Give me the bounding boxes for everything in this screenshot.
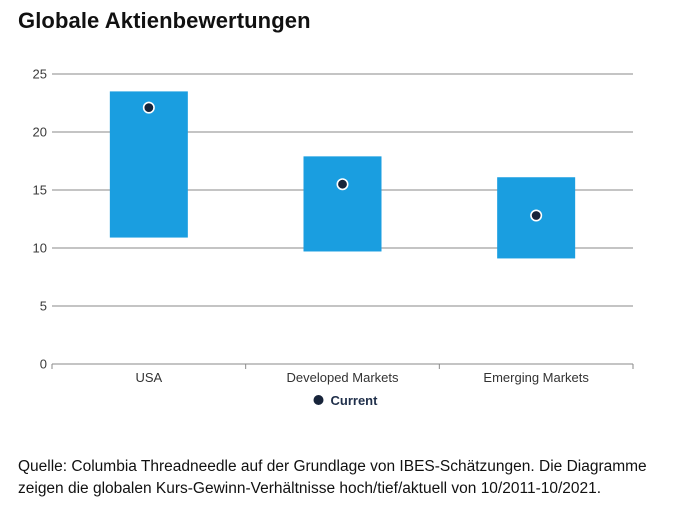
legend-label-current: Current bbox=[331, 393, 379, 408]
y-axis-ticks: 0 5 10 15 20 25 bbox=[33, 67, 47, 372]
y-tick-label-25: 25 bbox=[33, 67, 47, 82]
source-line-2: zeigen die globalen Kurs-Gewinn-Verhältn… bbox=[18, 480, 602, 497]
range-bar-usa bbox=[109, 91, 188, 238]
source-note: Quelle: Columbia Threadneedle auf der Gr… bbox=[18, 456, 683, 500]
legend: Current bbox=[313, 393, 379, 408]
y-tick-label-10: 10 bbox=[33, 241, 47, 256]
y-tick-label-5: 5 bbox=[40, 299, 47, 314]
y-tick-label-15: 15 bbox=[33, 183, 47, 198]
current-marker-emerging-markets bbox=[530, 209, 543, 222]
range-bar-developed-markets bbox=[303, 156, 382, 252]
current-marker-usa bbox=[142, 101, 155, 114]
y-tick-label-0: 0 bbox=[40, 357, 47, 372]
y-tick-label-20: 20 bbox=[33, 125, 47, 140]
x-tick-label-developed-markets: Developed Markets bbox=[287, 370, 399, 385]
current-markers bbox=[142, 101, 543, 222]
source-line-1: Quelle: Columbia Threadneedle auf der Gr… bbox=[18, 458, 647, 475]
chart-title: Globale Aktienbewertungen bbox=[18, 8, 311, 33]
range-bars bbox=[109, 91, 576, 259]
x-tick-label-usa: USA bbox=[135, 370, 162, 385]
current-marker-developed-markets bbox=[336, 178, 349, 191]
legend-marker-current bbox=[313, 395, 324, 405]
x-axis: USA Developed Markets Emerging Markets bbox=[51, 363, 634, 385]
x-tick-label-emerging-markets: Emerging Markets bbox=[483, 370, 589, 385]
